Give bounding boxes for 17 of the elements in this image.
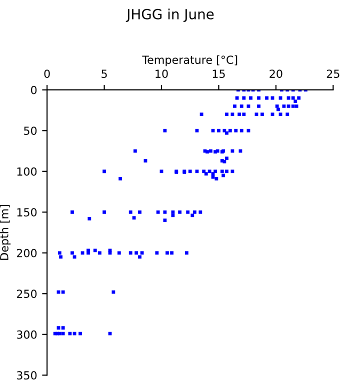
y-tick-label: 200: [16, 248, 37, 258]
x-tick-label: 5: [102, 70, 107, 78]
y-tick-label: 150: [17, 208, 37, 217]
y-tick-label: 250: [16, 290, 37, 298]
chart-title: JHGG in June: [126, 8, 214, 22]
y-tick-label: 0: [31, 86, 37, 94]
x-tick-label: 0: [44, 70, 50, 78]
x-tick-label: 20: [270, 70, 282, 78]
x-tick-label: 25: [326, 70, 340, 78]
y-tick-label: 300: [16, 330, 37, 339]
y-tick-label: 50: [24, 126, 37, 135]
y-tick-label: 100: [17, 167, 37, 176]
x-tick-label: 10: [156, 70, 168, 78]
y-axis-title: Depth [m]: [0, 205, 11, 260]
x-tick-label: 15: [212, 70, 225, 78]
x-axis-title: Temperature [°C]: [142, 55, 238, 66]
y-tick-label: 350: [16, 371, 37, 380]
